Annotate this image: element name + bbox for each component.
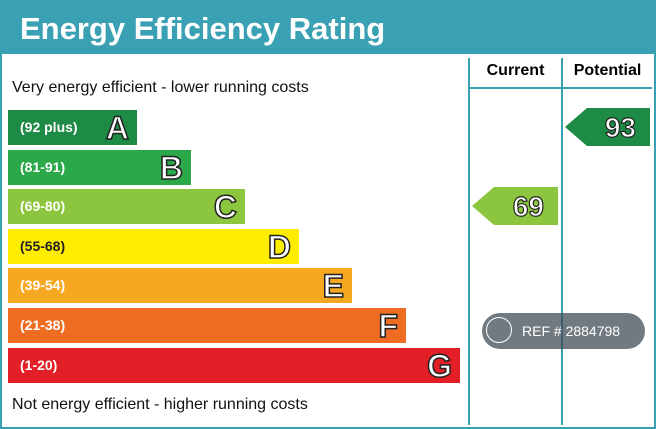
rating-band: (69-80) C — [8, 188, 245, 226]
rating-band: (21-38) F — [8, 307, 406, 345]
current-value: 69 — [512, 190, 544, 222]
rating-band: (81-91) B — [8, 149, 191, 187]
rating-band: (1-20) G — [8, 347, 460, 385]
band-range: (81-91) — [20, 158, 66, 175]
band-range: (1-20) — [20, 356, 58, 373]
band-letter: A — [105, 109, 130, 147]
band-letter: F — [378, 307, 399, 345]
header-rule — [469, 87, 652, 89]
band-range: (21-38) — [20, 317, 66, 333]
band-letter: E — [322, 268, 345, 306]
band-letter: D — [267, 228, 292, 266]
band-range: (69-80) — [20, 198, 66, 215]
divider — [561, 58, 563, 425]
divider — [468, 58, 470, 425]
top-note: Very energy efficient - lower running co… — [12, 79, 309, 96]
title: Energy Efficiency Rating — [0, 0, 656, 54]
bottom-note: Not energy efficient - higher running co… — [12, 396, 308, 413]
band-range: (39-54) — [20, 277, 66, 294]
rating-band: (39-54) E — [8, 268, 352, 306]
column-header: Current — [486, 62, 545, 79]
column-header: Potential — [573, 62, 642, 79]
band-letter: B — [159, 149, 184, 187]
band-letter: C — [213, 188, 238, 226]
band-range: (92 plus) — [20, 119, 78, 135]
potential-value: 93 — [604, 111, 636, 143]
band-range: (55-68) — [20, 237, 66, 254]
home-icon — [486, 317, 512, 343]
watermark-text: REF # 2884798 — [522, 323, 621, 339]
band-letter: G — [426, 347, 452, 385]
rating-band: (92 plus) A — [8, 109, 137, 147]
rating-band: (55-68) D — [8, 228, 299, 266]
watermark: REF # 2884798 — [482, 313, 645, 349]
